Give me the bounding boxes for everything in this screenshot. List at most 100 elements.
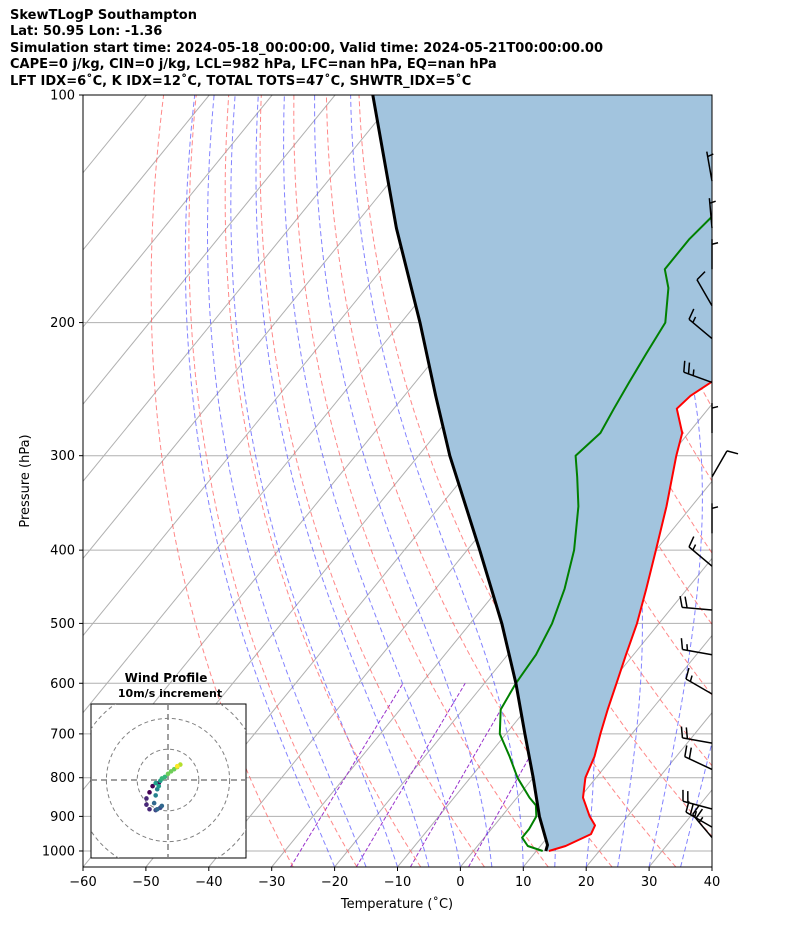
parcel-profile-line	[371, 95, 549, 852]
wind-barb	[684, 745, 713, 771]
stability-indices: LFT IDX=6˚C, K IDX=12˚C, TOTAL TOTS=47˚C…	[10, 73, 472, 89]
wind-barb	[680, 726, 713, 744]
hodograph-point	[174, 763, 180, 769]
hodograph-subtitle: 10m/s increment	[118, 687, 222, 700]
chart-header: SkewTLogP Southampton Lat: 50.95 Lon: -1…	[10, 8, 780, 90]
x-tick-label: 10	[515, 875, 532, 890]
y-tick-label: 500	[50, 617, 75, 632]
mixing-ratio-line	[290, 683, 404, 867]
hodograph-title: Wind Profile	[125, 671, 208, 685]
x-tick-label: −10	[384, 875, 411, 890]
isotherm-line	[83, 95, 336, 405]
moist-adiabat	[711, 865, 712, 867]
x-tick-label: 0	[456, 875, 464, 890]
x-tick-label: −60	[69, 875, 96, 890]
y-tick-label: 900	[50, 810, 75, 825]
wind-barb	[696, 271, 713, 307]
y-tick-label: 600	[50, 677, 75, 692]
x-axis-ticks: −60 −50 −40 −30 −20 −10 0 10 20 30 40	[69, 867, 720, 890]
hodograph-point	[154, 806, 160, 812]
y-tick-label: 400	[50, 544, 75, 559]
mixing-ratio-line	[355, 683, 466, 867]
wind-barb	[711, 450, 739, 478]
isotherm-line	[522, 634, 712, 867]
isotherm-line	[83, 95, 210, 251]
hodograph-point	[153, 780, 158, 786]
wind-barb	[683, 360, 713, 384]
chart-title: SkewTLogP Southampton	[10, 8, 197, 23]
x-tick-label: −20	[321, 875, 348, 890]
location-coordinates: Lat: 50.95 Lon: -1.36	[10, 24, 163, 40]
dry-adiabat	[224, 95, 422, 867]
moist-adiabat	[350, 95, 524, 867]
wind-barb	[706, 151, 714, 182]
y-tick-label: 300	[50, 449, 75, 464]
x-tick-label: 40	[704, 875, 721, 890]
dry-adiabat	[188, 95, 358, 867]
y-tick-label: 1000	[42, 844, 75, 859]
moist-adiabat	[255, 95, 430, 867]
x-tick-label: 20	[578, 875, 595, 890]
hodograph-point	[156, 783, 162, 789]
dry-adiabat	[150, 95, 294, 867]
wind-barb	[692, 804, 713, 839]
x-tick-label: −30	[258, 875, 285, 890]
dry-adiabat	[750, 95, 794, 867]
isotherm-line	[585, 711, 712, 867]
wind-barb	[711, 239, 719, 270]
dry-adiabat	[717, 95, 794, 867]
wind-barb	[711, 503, 719, 534]
hodograph-point	[153, 793, 158, 798]
hodograph-point	[144, 796, 149, 801]
isotherm-line	[83, 95, 273, 328]
moist-adiabat	[283, 95, 461, 867]
wind-barb	[708, 198, 716, 229]
moist-adiabat	[610, 95, 703, 867]
y-axis-label: Pressure (hPa)	[18, 434, 33, 527]
moist-adiabat	[207, 95, 367, 867]
profile-lines	[371, 95, 712, 852]
hodograph-point	[150, 783, 155, 789]
isotherm-line	[711, 866, 712, 867]
wind-barbs	[679, 151, 739, 839]
dry-adiabat	[293, 95, 549, 867]
wind-barb	[688, 536, 713, 567]
moist-adiabat	[184, 95, 336, 867]
wind-barb	[679, 596, 713, 611]
x-tick-label: −50	[132, 875, 159, 890]
y-tick-label: 200	[50, 316, 75, 331]
hodograph-inset: Wind Profile 10m/s increment	[90, 671, 247, 859]
stability-parameters: CAPE=0 j/kg, CIN=0 j/kg, LCL=982 hPa, LF…	[10, 57, 497, 73]
dry-adiabat	[259, 95, 485, 867]
hodograph-point	[147, 790, 152, 795]
hodograph-point	[144, 802, 149, 807]
wind-barb	[688, 308, 713, 340]
hodograph-point	[165, 771, 171, 777]
y-axis-ticks: 100 200 300 400 500 600 700 800 900 1000	[42, 89, 83, 859]
moist-adiabat	[314, 95, 493, 867]
wind-barb	[685, 667, 713, 695]
y-tick-label: 800	[50, 771, 75, 786]
cape-cin-shading	[372, 95, 712, 851]
wind-barb	[711, 403, 719, 434]
hodograph-ring	[136, 748, 200, 812]
x-tick-label: 30	[641, 875, 658, 890]
x-tick-label: −40	[195, 875, 222, 890]
dewpoint-line	[498, 215, 712, 852]
cape-shading	[372, 95, 712, 851]
moist-adiabat	[230, 95, 398, 867]
isotherm-line	[83, 95, 462, 560]
hodograph-point	[151, 800, 157, 806]
hodograph-point	[162, 774, 168, 780]
temperature-line	[548, 380, 712, 852]
mixing-ratio-line	[409, 683, 517, 867]
dry-adiabat	[782, 95, 794, 867]
isotherm-line	[83, 95, 84, 97]
simulation-times: Simulation start time: 2024-05-18_00:00:…	[10, 40, 603, 56]
y-tick-label: 100	[50, 89, 75, 104]
x-axis-label: Temperature (˚C)	[340, 896, 453, 912]
hodograph-point	[147, 806, 152, 812]
y-tick-label: 700	[50, 727, 75, 742]
wind-barb	[680, 638, 713, 656]
